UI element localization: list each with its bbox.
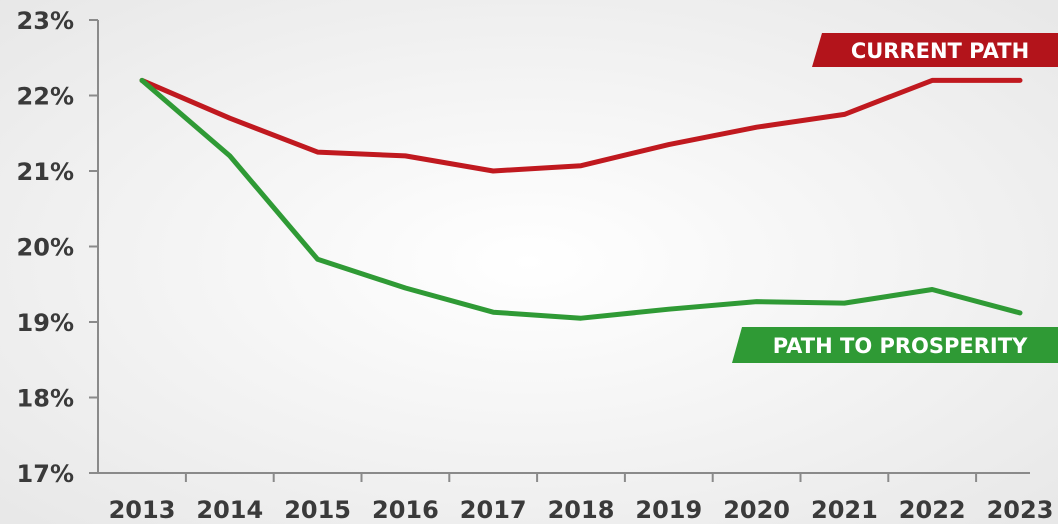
y-tick-label: 22% [17,83,74,111]
y-tick-label: 19% [17,309,74,337]
x-tick-label: 2017 [460,496,527,524]
y-tick-label: 17% [17,460,74,488]
legend-label-current-path: CURRENT PATH [851,39,1029,63]
x-tick-label: 2021 [811,496,878,524]
x-tick-label: 2013 [109,496,176,524]
y-tick-label: 23% [17,7,74,35]
y-tick-label: 20% [17,234,74,262]
x-tick-label: 2016 [372,496,439,524]
x-tick-label: 2018 [548,496,615,524]
y-tick-label: 21% [17,158,74,186]
series-line-current-path [139,77,1023,174]
x-tick-label: 2022 [899,496,966,524]
series-line-path-to-prosperity [139,77,1023,321]
legend-banner-path-to-prosperity [732,327,1058,363]
x-tick-label: 2019 [635,496,702,524]
x-tick-label: 2014 [196,496,263,524]
x-tick-label: 2023 [987,496,1054,524]
x-tick-label: 2020 [723,496,790,524]
x-tick-label: 2015 [284,496,351,524]
y-tick-label: 18% [17,385,74,413]
legend-label-path-to-prosperity: PATH TO PROSPERITY [773,334,1028,358]
legend-banner-current-path [812,33,1058,67]
